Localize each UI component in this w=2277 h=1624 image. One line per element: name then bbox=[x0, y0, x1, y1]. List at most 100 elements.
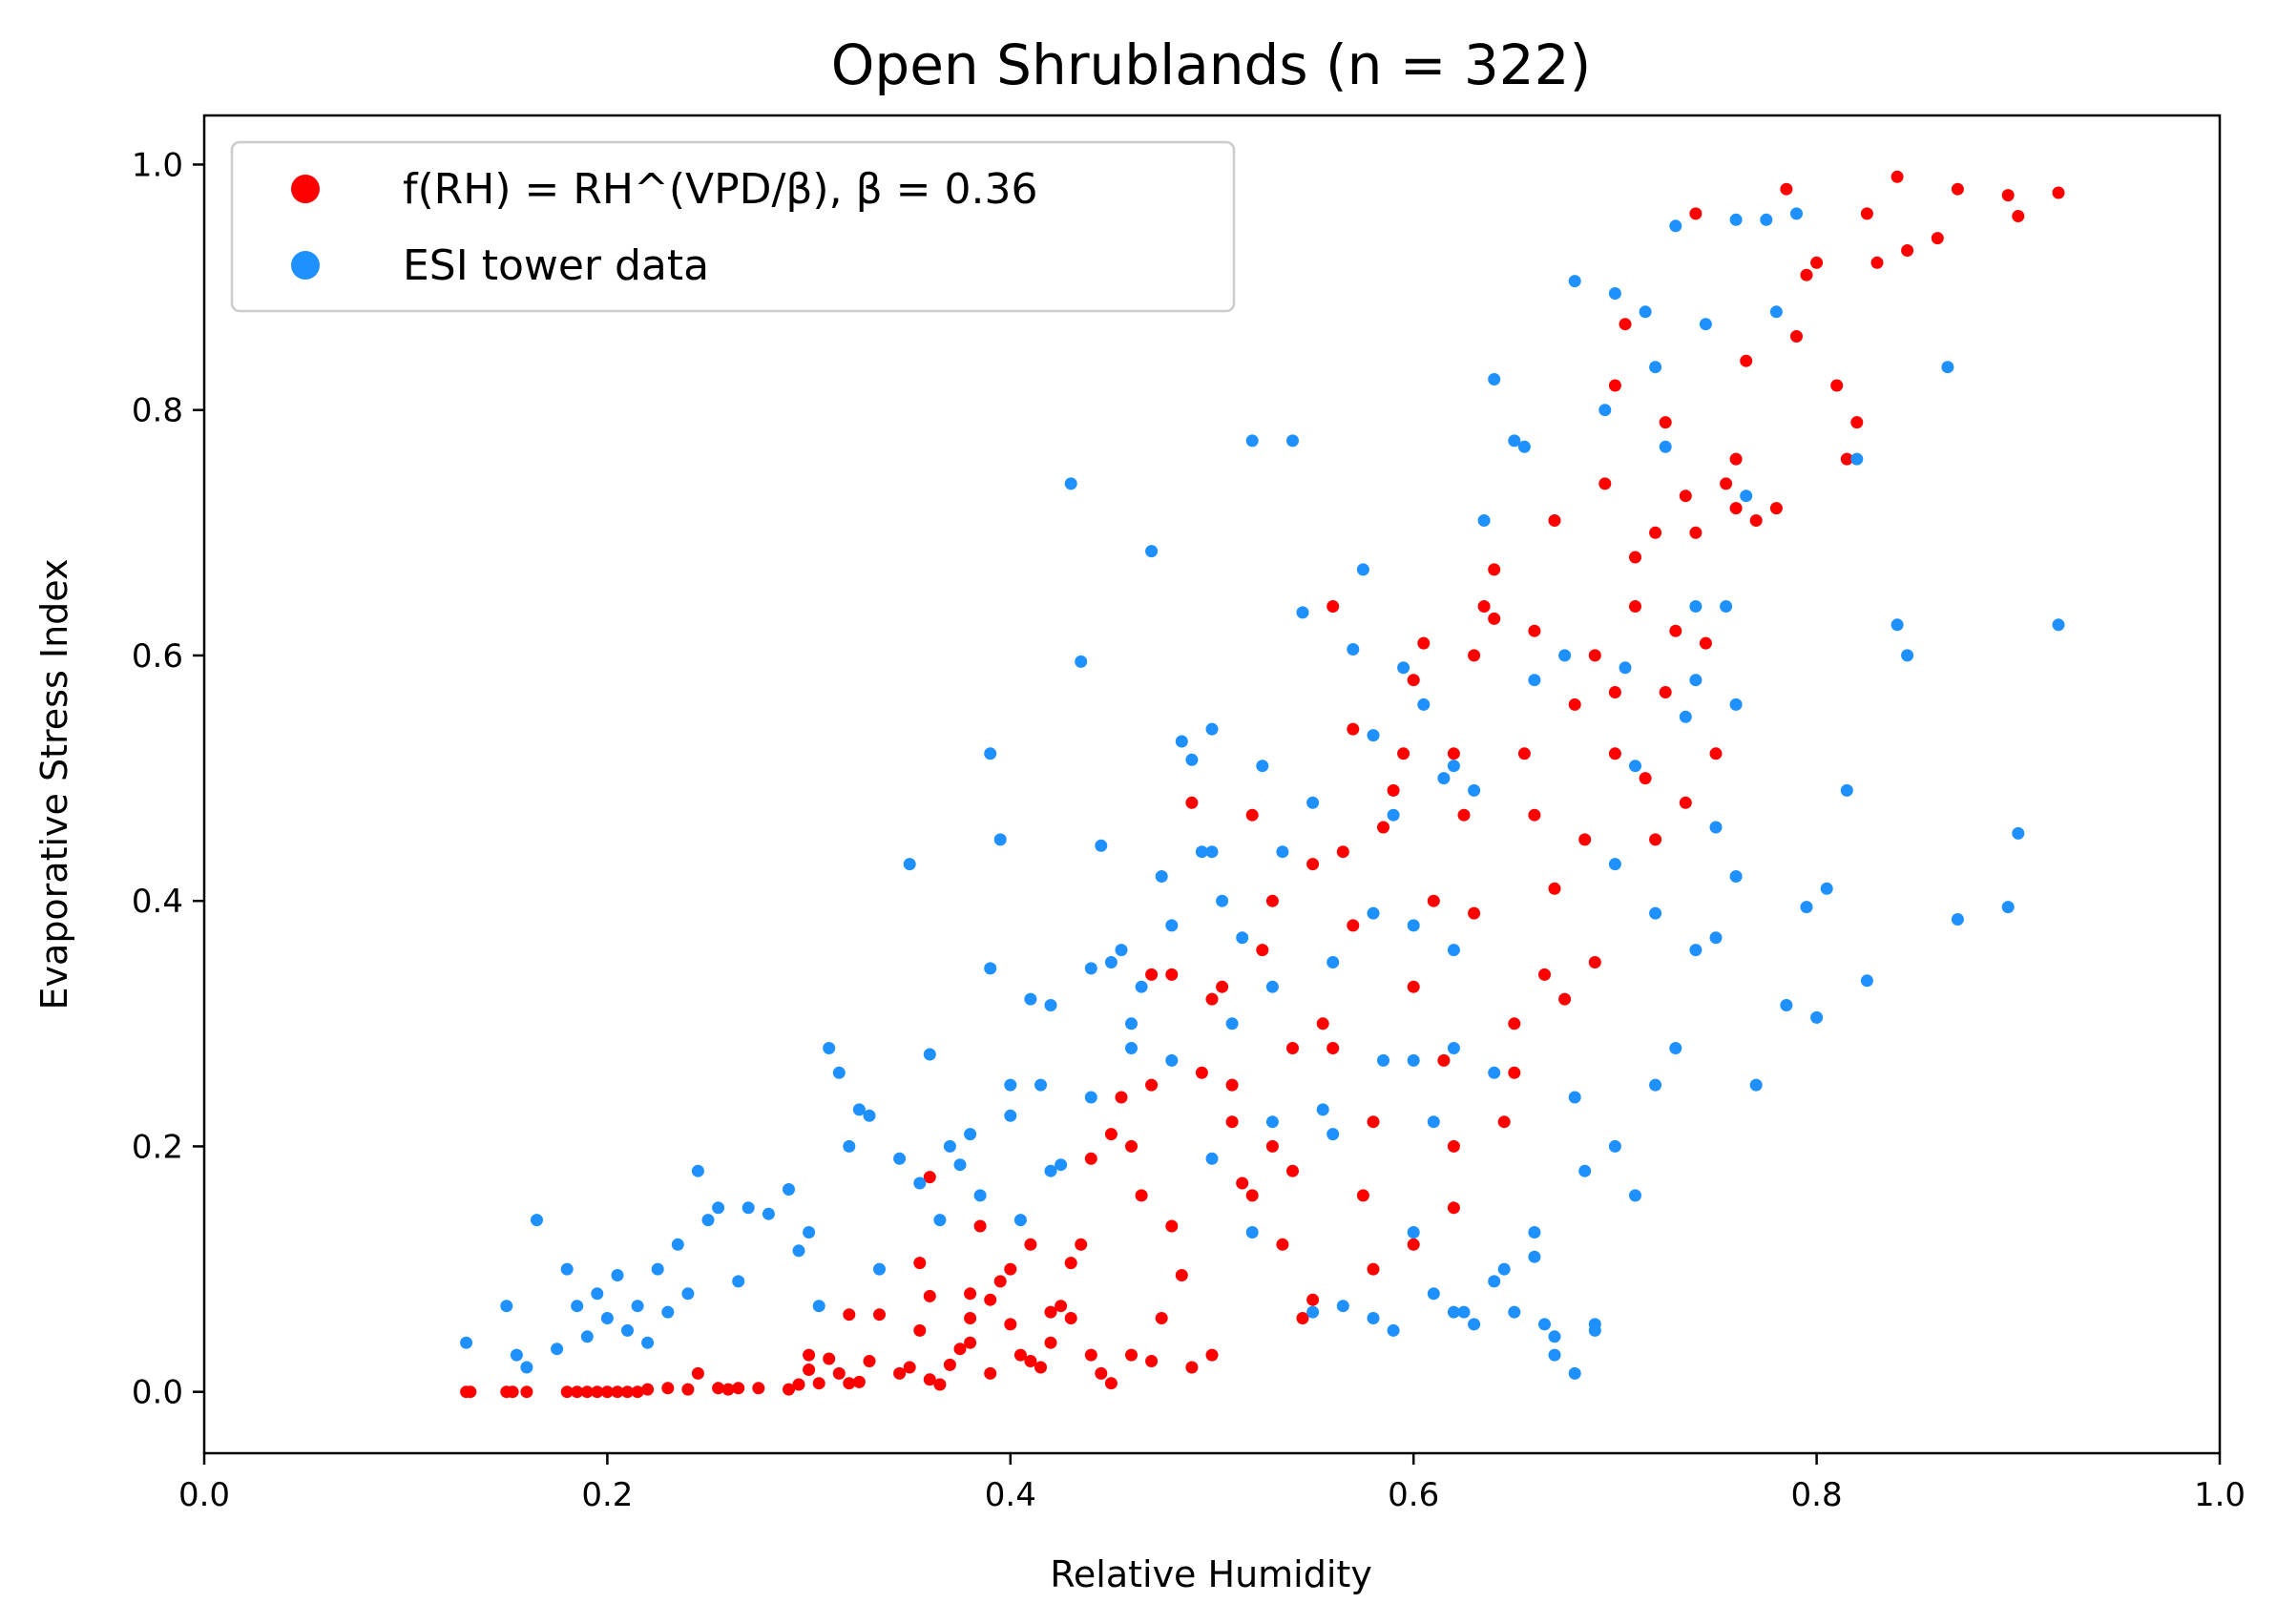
tower-point-156 bbox=[1447, 944, 1460, 957]
model-point-45 bbox=[984, 1293, 997, 1306]
tower-point-34 bbox=[873, 1262, 886, 1276]
model-point-67 bbox=[1185, 796, 1199, 809]
tower-point-29 bbox=[823, 1042, 836, 1054]
model-point-66 bbox=[1185, 1361, 1199, 1374]
model-point-9 bbox=[600, 1385, 614, 1399]
model-point-117 bbox=[1689, 207, 1703, 220]
legend-label-model: f(RH) = RH^(VPD/β), β = 0.36 bbox=[403, 165, 1037, 214]
model-point-27 bbox=[832, 1366, 846, 1380]
tower-point-101 bbox=[1548, 1348, 1561, 1362]
tower-point-24 bbox=[762, 1207, 775, 1220]
model-point-53 bbox=[1055, 1300, 1068, 1313]
model-point-114 bbox=[1659, 416, 1672, 429]
legend-marker-tower bbox=[291, 251, 320, 280]
model-point-83 bbox=[1347, 919, 1360, 932]
model-point-152 bbox=[1528, 808, 1541, 822]
model-point-97 bbox=[1488, 563, 1501, 576]
y-tick-label-0: 0.0 bbox=[132, 1374, 183, 1412]
tower-point-108 bbox=[1619, 661, 1632, 675]
model-point-169 bbox=[1225, 1115, 1239, 1129]
tower-point-53 bbox=[1064, 477, 1077, 490]
model-point-62 bbox=[1145, 1078, 1159, 1092]
tower-point-2 bbox=[510, 1348, 523, 1362]
model-point-72 bbox=[1236, 1176, 1249, 1190]
y-tick-label-1: 0.2 bbox=[132, 1128, 183, 1166]
model-point-129 bbox=[1830, 379, 1844, 392]
tower-point-72 bbox=[1256, 760, 1269, 773]
model-point-160 bbox=[1145, 1355, 1159, 1367]
tower-point-73 bbox=[1265, 980, 1279, 993]
tower-point-64 bbox=[1175, 735, 1188, 748]
tower-point-169 bbox=[1367, 906, 1380, 920]
tower-point-62 bbox=[1155, 870, 1168, 883]
tower-point-90 bbox=[1437, 772, 1451, 785]
model-point-179 bbox=[1729, 502, 1743, 515]
model-point-104 bbox=[1558, 992, 1572, 1006]
model-point-148 bbox=[1205, 992, 1219, 1006]
tower-point-119 bbox=[1729, 213, 1743, 226]
model-point-103 bbox=[1548, 514, 1561, 527]
tower-point-165 bbox=[1004, 1078, 1017, 1092]
tower-point-4 bbox=[531, 1214, 543, 1227]
tower-point-140 bbox=[1427, 1287, 1440, 1301]
tower-point-3 bbox=[520, 1361, 533, 1374]
tower-point-100 bbox=[1538, 1318, 1551, 1331]
chart-title: Open Shrublands (n = 322) bbox=[831, 32, 1591, 97]
tower-point-69 bbox=[1225, 1017, 1239, 1031]
model-point-144 bbox=[1245, 808, 1259, 822]
tower-point-179 bbox=[1769, 305, 1783, 319]
model-point-33 bbox=[893, 1366, 907, 1380]
tower-point-126 bbox=[1810, 1010, 1824, 1024]
tower-point-35 bbox=[893, 1152, 907, 1165]
tower-point-5 bbox=[551, 1343, 564, 1356]
model-point-78 bbox=[1296, 1312, 1309, 1324]
model-point-126 bbox=[1790, 330, 1803, 343]
model-point-165 bbox=[923, 1373, 936, 1386]
model-point-44 bbox=[973, 1219, 987, 1233]
tower-point-98 bbox=[1517, 440, 1531, 453]
legend-marker-model bbox=[291, 175, 320, 203]
tower-point-75 bbox=[1286, 434, 1299, 448]
model-point-70 bbox=[1216, 980, 1229, 993]
model-point-99 bbox=[1508, 1017, 1521, 1031]
tower-point-151 bbox=[1649, 1078, 1662, 1092]
tower-point-124 bbox=[1790, 207, 1803, 220]
tower-point-88 bbox=[1417, 697, 1431, 711]
tower-point-170 bbox=[1407, 1053, 1420, 1067]
tower-point-172 bbox=[1488, 1066, 1501, 1079]
model-point-15 bbox=[681, 1383, 695, 1396]
model-point-43 bbox=[964, 1312, 977, 1324]
tower-point-141 bbox=[1447, 1305, 1460, 1319]
tower-point-74 bbox=[1276, 845, 1289, 859]
model-point-118 bbox=[1699, 636, 1712, 650]
model-point-26 bbox=[823, 1352, 836, 1365]
tower-point-19 bbox=[691, 1164, 704, 1177]
tower-point-6 bbox=[560, 1262, 574, 1276]
tower-point-10 bbox=[600, 1312, 614, 1324]
tower-point-139 bbox=[1407, 1226, 1420, 1239]
tower-point-161 bbox=[1165, 1053, 1179, 1067]
tower-point-38 bbox=[923, 1048, 936, 1061]
tower-point-157 bbox=[1367, 1312, 1380, 1324]
tower-point-18 bbox=[681, 1287, 695, 1301]
model-point-68 bbox=[1195, 1066, 1208, 1079]
tower-point-60 bbox=[1135, 980, 1148, 993]
model-point-19 bbox=[732, 1382, 745, 1395]
model-point-47 bbox=[993, 1275, 1007, 1288]
model-point-56 bbox=[1084, 1348, 1097, 1362]
tower-point-31 bbox=[843, 1139, 856, 1153]
tower-point-11 bbox=[611, 1269, 624, 1281]
tower-point-43 bbox=[973, 1189, 987, 1202]
tower-point-16 bbox=[661, 1305, 675, 1319]
model-point-170 bbox=[1286, 1042, 1299, 1054]
model-point-153 bbox=[1608, 686, 1621, 698]
model-point-123 bbox=[1749, 514, 1763, 527]
tower-point-102 bbox=[1558, 649, 1572, 662]
tower-point-67 bbox=[1205, 722, 1219, 736]
tower-point-121 bbox=[1749, 1078, 1763, 1092]
model-point-75 bbox=[1265, 894, 1279, 907]
tower-point-8 bbox=[580, 1330, 594, 1343]
model-point-5 bbox=[560, 1385, 574, 1399]
model-point-12 bbox=[631, 1385, 644, 1399]
